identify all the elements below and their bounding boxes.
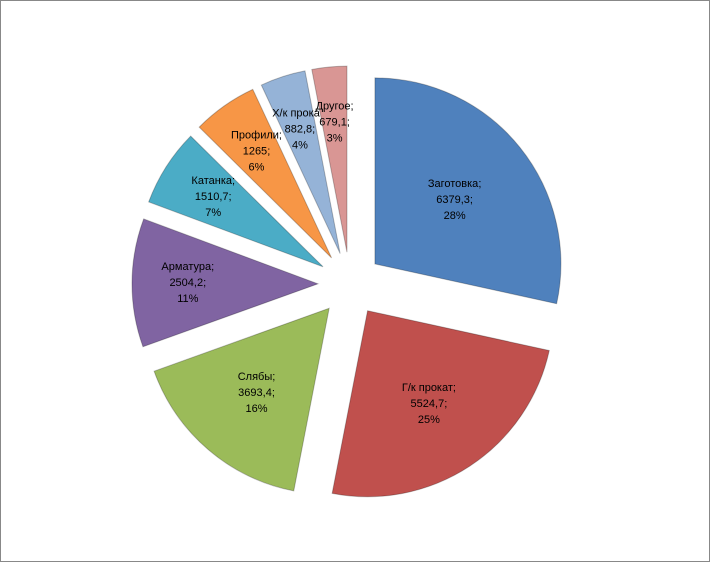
label-category: Профили; [231, 129, 282, 141]
label-sep: ; [203, 277, 206, 289]
label-name: Заготовка [428, 178, 479, 190]
label-num: 1265 [243, 145, 267, 157]
label-category: Слябы; [238, 371, 276, 383]
label-num: 2504,2 [169, 277, 203, 289]
label-percent: 28% [444, 210, 466, 222]
data-label: Г/к прокат; 5524,7; 25% [402, 382, 456, 426]
label-sep: ; [229, 191, 232, 203]
label-name: Х/к прокат [272, 108, 324, 120]
data-label: Заготовка; 6379,3; 28% [428, 178, 482, 222]
pie-slice [131, 218, 320, 348]
label-percent: 4% [292, 140, 308, 152]
data-label: Х/к прокат;882,8; 4% [272, 108, 327, 152]
label-sep: ; [267, 145, 270, 157]
label-value: 1265; [243, 145, 271, 157]
label-sep: ; [232, 175, 235, 187]
label-percent: 16% [246, 403, 268, 415]
label-value: 6379,3; [436, 194, 473, 206]
label-value: 1510,7; [195, 191, 232, 203]
label-sep: ; [272, 387, 275, 399]
data-label: Другое; 679,1; 3% [316, 100, 354, 144]
label-category: Заготовка; [428, 178, 482, 190]
label-category: Арматура; [161, 261, 214, 273]
label-percent: 11% [177, 293, 198, 305]
label-percent: 25% [418, 414, 440, 426]
pie-slice [311, 65, 348, 253]
data-label: Арматура; 2504,2; 11% [161, 261, 214, 305]
data-label: Слябы; 3693,4; 16% [238, 371, 276, 415]
label-sep: ; [478, 178, 481, 190]
label-percent: 7% [205, 207, 221, 219]
pie-slice [198, 88, 333, 259]
label-sep: ; [453, 382, 456, 394]
label-name: Другое [316, 100, 351, 112]
label-category: Другое; [316, 100, 354, 112]
pie-slice [153, 307, 330, 492]
label-num: 882,8 [285, 124, 313, 136]
pie-slice [260, 70, 341, 254]
label-name: Арматура [161, 261, 212, 273]
label-name: Катанка [191, 175, 232, 187]
label-category: Катанка; [191, 175, 235, 187]
label-value: 2504,2; [169, 277, 206, 289]
pie-slice [331, 310, 550, 498]
label-percent: 6% [249, 161, 265, 173]
label-num: 1510,7 [195, 191, 229, 203]
label-name: Профили [231, 129, 279, 141]
label-value: 3693,4; [238, 387, 275, 399]
label-value: 679,1; [319, 116, 350, 128]
label-sep: ; [211, 261, 214, 273]
data-label: Профили; 1265; 6% [231, 129, 282, 173]
label-category: Г/к прокат; [402, 382, 456, 394]
label-num: 679,1 [319, 116, 347, 128]
label-sep: ; [312, 124, 315, 136]
label-num: 3693,4 [238, 387, 272, 399]
label-sep: ; [444, 398, 447, 410]
pie-slice [148, 135, 324, 268]
label-value: 5524,7; [411, 398, 448, 410]
label-sep: ; [272, 371, 275, 383]
label-sep: ; [347, 116, 350, 128]
label-name: Слябы [238, 371, 273, 383]
label-num: 6379,3 [436, 194, 470, 206]
label-sep: ; [470, 194, 473, 206]
label-sep: ; [279, 129, 282, 141]
label-num: 5524,7 [411, 398, 445, 410]
label-percent: 3% [327, 132, 343, 144]
data-label: Катанка; 1510,7; 7% [191, 175, 235, 219]
label-sep: ; [351, 100, 354, 112]
label-value: 882,8; [285, 124, 316, 136]
pie-slice [374, 77, 562, 305]
label-name: Г/к прокат [402, 382, 453, 394]
